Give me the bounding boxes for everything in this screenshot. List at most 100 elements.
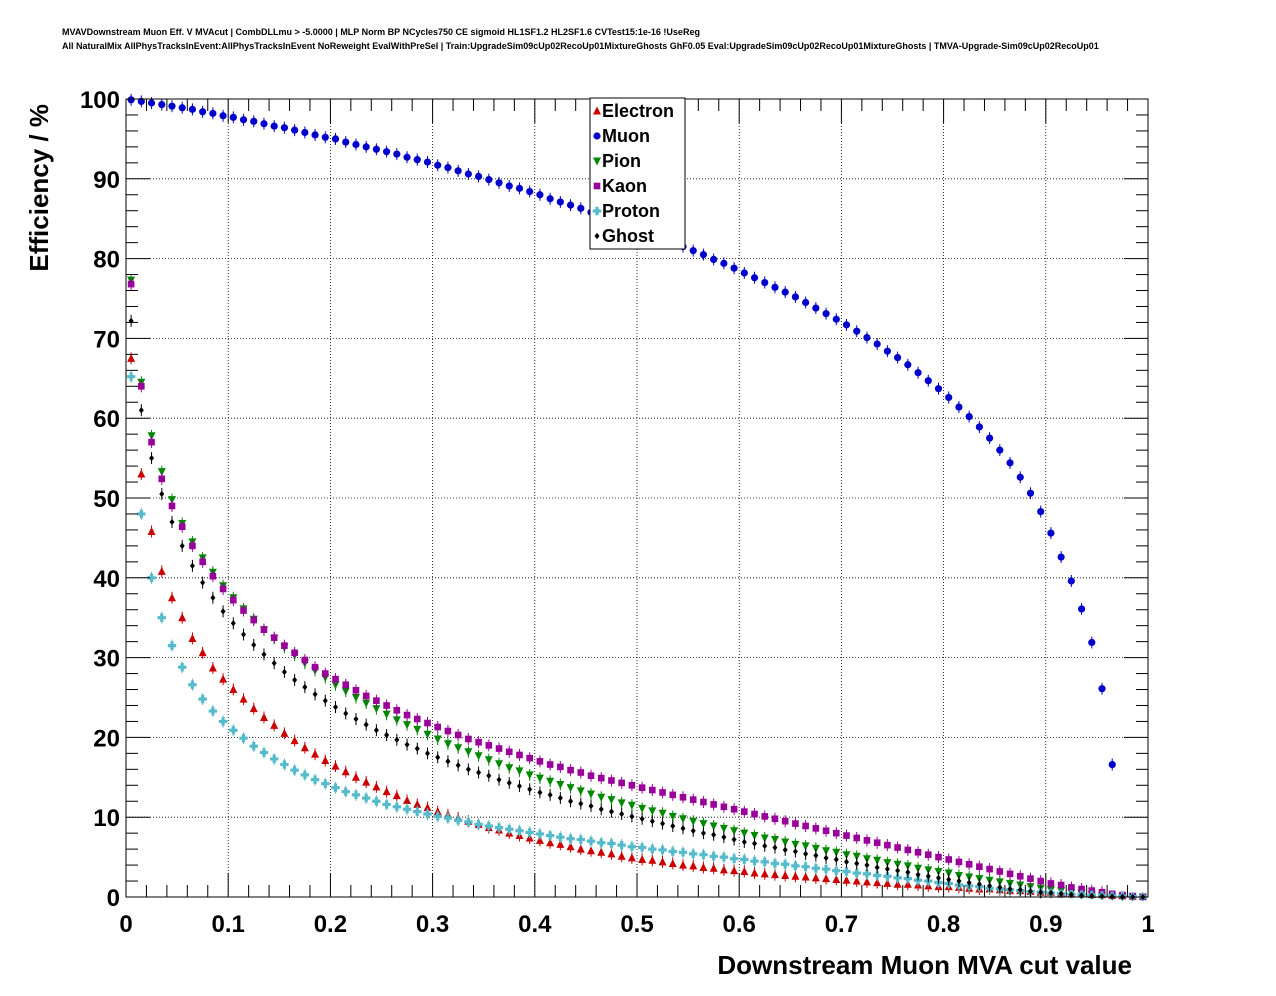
data-point [290,765,299,775]
data-point [689,817,698,826]
data-point [413,715,421,723]
data-point [270,720,279,729]
data-point [515,826,524,835]
data-point [413,156,421,164]
data-point [638,804,647,813]
data-point [127,280,135,288]
data-point [138,407,144,414]
data-point [821,864,831,874]
data-point [545,831,555,840]
data-point [617,799,626,808]
data-point [321,779,330,788]
data-point [844,858,850,866]
data-point [414,745,420,752]
data-point [863,837,871,844]
data-point [455,762,461,769]
data-point [719,852,729,862]
legend-marker-pion [593,157,601,166]
data-point [516,751,523,759]
data-point [627,801,636,810]
data-point [403,721,412,730]
chart-title-line-2: All NaturalMix AllPhysTracksInEvent:AllP… [62,41,1099,51]
data-point [874,864,880,871]
data-point [700,798,707,806]
data-point [719,865,728,874]
data-point [1026,489,1035,497]
x-tick-label: 1 [1141,911,1154,938]
data-point [515,184,524,192]
data-point [668,858,677,867]
data-point [924,377,932,385]
data-point [454,744,463,753]
data-point [179,542,185,550]
data-point [403,153,411,161]
data-point [495,745,503,752]
data-point [842,875,851,884]
data-point [392,791,401,800]
data-point [597,793,606,802]
data-point [443,813,453,823]
data-point [617,851,626,860]
data-point [750,856,759,866]
data-point [586,836,596,846]
data-point [648,807,657,816]
data-point [945,856,953,863]
data-point [148,438,155,446]
data-point [577,204,585,212]
data-point [770,836,779,845]
data-point [946,876,952,883]
data-point [1037,877,1044,885]
data-point [208,663,217,672]
data-point [760,834,769,843]
data-point [709,822,718,831]
data-point [801,862,810,871]
data-point [301,128,309,137]
data-point [361,793,371,803]
data-point [178,613,187,622]
data-point [239,733,248,743]
data-point [720,803,728,811]
data-point [608,777,615,784]
series-kaon [127,278,1147,901]
data-point [771,283,779,291]
y-tick-labels: 0 10 20 30 40 50 60 70 80 90 100 [80,87,120,912]
data-point [822,847,831,856]
data-point [199,108,207,116]
data-point [833,856,839,863]
data-point [126,372,136,381]
data-point [476,769,482,776]
data-point [382,710,391,719]
series-muon [127,93,1116,771]
x-tick-label: 0.9 [1029,911,1062,938]
data-point [986,865,993,873]
data-point [976,863,983,870]
data-point [291,126,299,134]
data-point [485,175,493,184]
data-point [281,642,288,649]
data-point [535,774,544,783]
data-point [578,800,584,807]
data-point [792,848,798,855]
data-point [168,502,176,510]
grid-lines [126,99,1148,897]
data-point [424,719,431,727]
data-point [832,874,841,883]
data-point [230,596,237,604]
data-point [300,743,309,752]
data-point [1048,889,1054,897]
data-point [557,794,563,802]
data-point [423,730,432,739]
data-point [883,878,892,887]
data-point [424,750,430,757]
x-tick-label: 0.5 [620,911,653,938]
data-point [781,817,789,825]
data-point [321,756,330,765]
data-point [259,748,269,757]
data-point [791,293,800,301]
data-point [1057,881,1065,889]
data-point [781,838,790,847]
data-point [637,843,647,852]
data-point [157,566,166,575]
data-point [168,102,176,110]
